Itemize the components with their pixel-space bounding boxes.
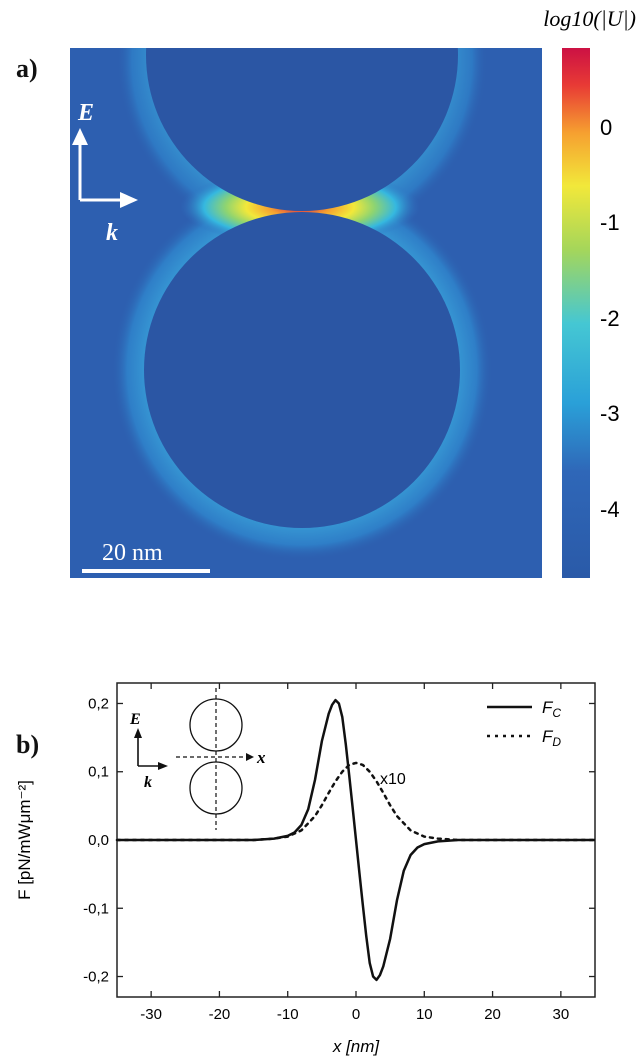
- series-layer: [115, 698, 597, 982]
- x-axis-label: x [nm]: [332, 1037, 381, 1056]
- y-axis-label: F [pN/mWμm⁻²]: [15, 780, 34, 900]
- x-tick-label: 0: [352, 1006, 360, 1023]
- scale-annotation: x10: [380, 771, 406, 788]
- panel-a-label: a): [16, 54, 38, 83]
- colorbar: [562, 48, 590, 578]
- panel-b-label: b): [16, 730, 40, 759]
- upper-particle: [146, 48, 458, 211]
- y-tick-label: 0,0: [88, 832, 109, 849]
- inset-e-label: E: [129, 711, 141, 728]
- polarization-arrows: [72, 128, 138, 208]
- k-label: k: [106, 220, 118, 246]
- axis-ticks: -30 -20 -10 0 10 20 30 0,2 0,1 0,0 -0,1 -0,2: [83, 683, 595, 1023]
- x-tick-label: -30: [140, 1006, 162, 1023]
- legend-label-fd: FD: [542, 727, 561, 749]
- colorbar-tick: 0: [600, 115, 612, 140]
- x-tick-label: 20: [484, 1006, 501, 1023]
- inset-schematic: x E k: [129, 688, 266, 830]
- series-fd-line: [115, 761, 597, 842]
- colorbar-tick: -4: [600, 497, 620, 522]
- e-label: E: [77, 100, 94, 126]
- legend: FC FD: [487, 698, 561, 749]
- series-fc-line: [117, 698, 595, 982]
- lower-particle: [144, 212, 460, 528]
- scale-bar-label: 20 nm: [102, 540, 163, 566]
- field-map-figure: E k 20 nm log10(|U|) 0 -1 -2 -3 -4: [70, 6, 636, 578]
- field-map: [70, 48, 542, 578]
- inset-x-label: x: [256, 748, 266, 767]
- legend-label-fc: FC: [542, 698, 561, 720]
- colorbar-title: log10(|U|): [543, 6, 636, 31]
- y-tick-label: -0,1: [83, 900, 109, 917]
- x-tick-label: 10: [416, 1006, 433, 1023]
- colorbar-tick: -1: [600, 210, 620, 235]
- y-tick-label: -0,2: [83, 969, 109, 986]
- x-tick-label: 30: [553, 1006, 570, 1023]
- colorbar-tick: -3: [600, 401, 620, 426]
- x-tick-label: -10: [277, 1006, 299, 1023]
- force-plot: -30 -20 -10 0 10 20 30 0,2 0,1 0,0 -0,1 -0,2 x [nm]…: [15, 682, 597, 1056]
- colorbar-tick: -2: [600, 306, 620, 331]
- y-tick-label: 0,2: [88, 695, 109, 712]
- x-tick-label: -20: [209, 1006, 231, 1023]
- y-tick-label: 0,1: [88, 764, 109, 781]
- inset-k-label: k: [144, 774, 152, 791]
